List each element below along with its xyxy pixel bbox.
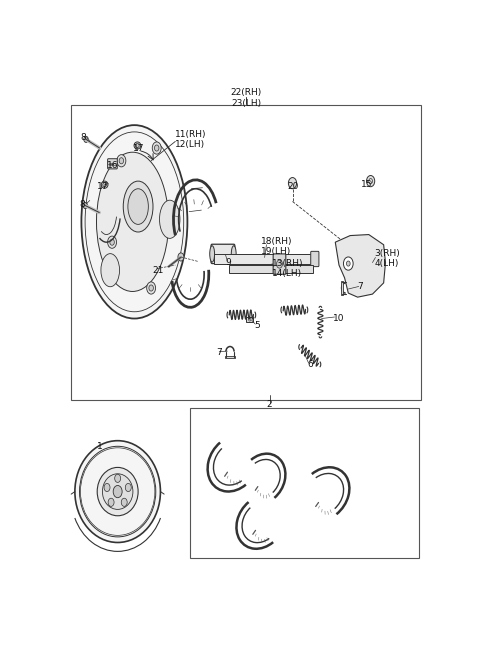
Ellipse shape — [135, 143, 139, 147]
Text: 8: 8 — [79, 200, 85, 208]
Circle shape — [108, 498, 114, 506]
FancyBboxPatch shape — [273, 254, 286, 274]
Circle shape — [276, 260, 282, 268]
Ellipse shape — [210, 246, 215, 262]
Ellipse shape — [96, 152, 168, 292]
Text: 22(RH)
23(LH): 22(RH) 23(LH) — [230, 89, 262, 108]
Ellipse shape — [102, 474, 133, 510]
Bar — [246, 317, 253, 322]
Ellipse shape — [97, 467, 138, 516]
Bar — [225, 356, 235, 358]
Ellipse shape — [101, 254, 120, 287]
Ellipse shape — [159, 200, 180, 239]
Circle shape — [149, 285, 154, 291]
Circle shape — [117, 155, 126, 167]
Bar — [229, 264, 313, 273]
FancyBboxPatch shape — [311, 251, 319, 266]
Text: 10: 10 — [334, 314, 345, 323]
Text: 6: 6 — [307, 360, 313, 369]
Circle shape — [104, 483, 110, 492]
Circle shape — [115, 475, 120, 483]
Circle shape — [83, 202, 87, 209]
Circle shape — [119, 158, 124, 164]
Text: 20: 20 — [287, 182, 298, 191]
Text: 7: 7 — [216, 348, 222, 357]
Text: 3(RH)
4(LH): 3(RH) 4(LH) — [374, 249, 400, 268]
Circle shape — [125, 483, 131, 492]
Circle shape — [84, 136, 88, 142]
Circle shape — [113, 485, 122, 498]
Bar — [341, 282, 343, 295]
Text: 8: 8 — [81, 134, 86, 142]
Circle shape — [288, 178, 297, 189]
Text: 16: 16 — [107, 161, 118, 171]
Circle shape — [147, 282, 156, 294]
Text: 7: 7 — [358, 282, 363, 291]
Ellipse shape — [128, 189, 148, 224]
Circle shape — [347, 261, 350, 266]
Circle shape — [108, 236, 117, 249]
Circle shape — [344, 257, 353, 270]
Text: 15: 15 — [361, 180, 373, 189]
Ellipse shape — [75, 441, 160, 543]
Ellipse shape — [134, 142, 141, 149]
Ellipse shape — [123, 181, 153, 232]
Bar — [190, 408, 419, 558]
Text: 21: 21 — [152, 266, 164, 275]
Bar — [215, 254, 313, 264]
Text: 17: 17 — [96, 182, 108, 191]
Ellipse shape — [82, 125, 187, 319]
Circle shape — [110, 239, 114, 245]
Text: 13(RH)
14(LH): 13(RH) 14(LH) — [272, 259, 303, 278]
Circle shape — [152, 142, 161, 154]
Text: 2: 2 — [266, 399, 272, 408]
Text: 9: 9 — [226, 258, 231, 267]
Bar — [71, 105, 421, 400]
Text: 17: 17 — [132, 143, 144, 153]
Ellipse shape — [231, 246, 236, 262]
Circle shape — [367, 176, 375, 186]
Text: 11(RH)
12(LH): 11(RH) 12(LH) — [175, 130, 207, 149]
Polygon shape — [335, 235, 385, 297]
Circle shape — [178, 253, 184, 261]
Ellipse shape — [101, 181, 108, 188]
Text: 1: 1 — [97, 442, 103, 451]
FancyBboxPatch shape — [108, 159, 117, 169]
Text: 5: 5 — [254, 321, 260, 330]
Text: 18(RH)
19(LH): 18(RH) 19(LH) — [261, 237, 292, 256]
Ellipse shape — [103, 182, 107, 186]
Circle shape — [155, 145, 159, 151]
FancyBboxPatch shape — [211, 244, 235, 264]
Circle shape — [121, 498, 127, 506]
